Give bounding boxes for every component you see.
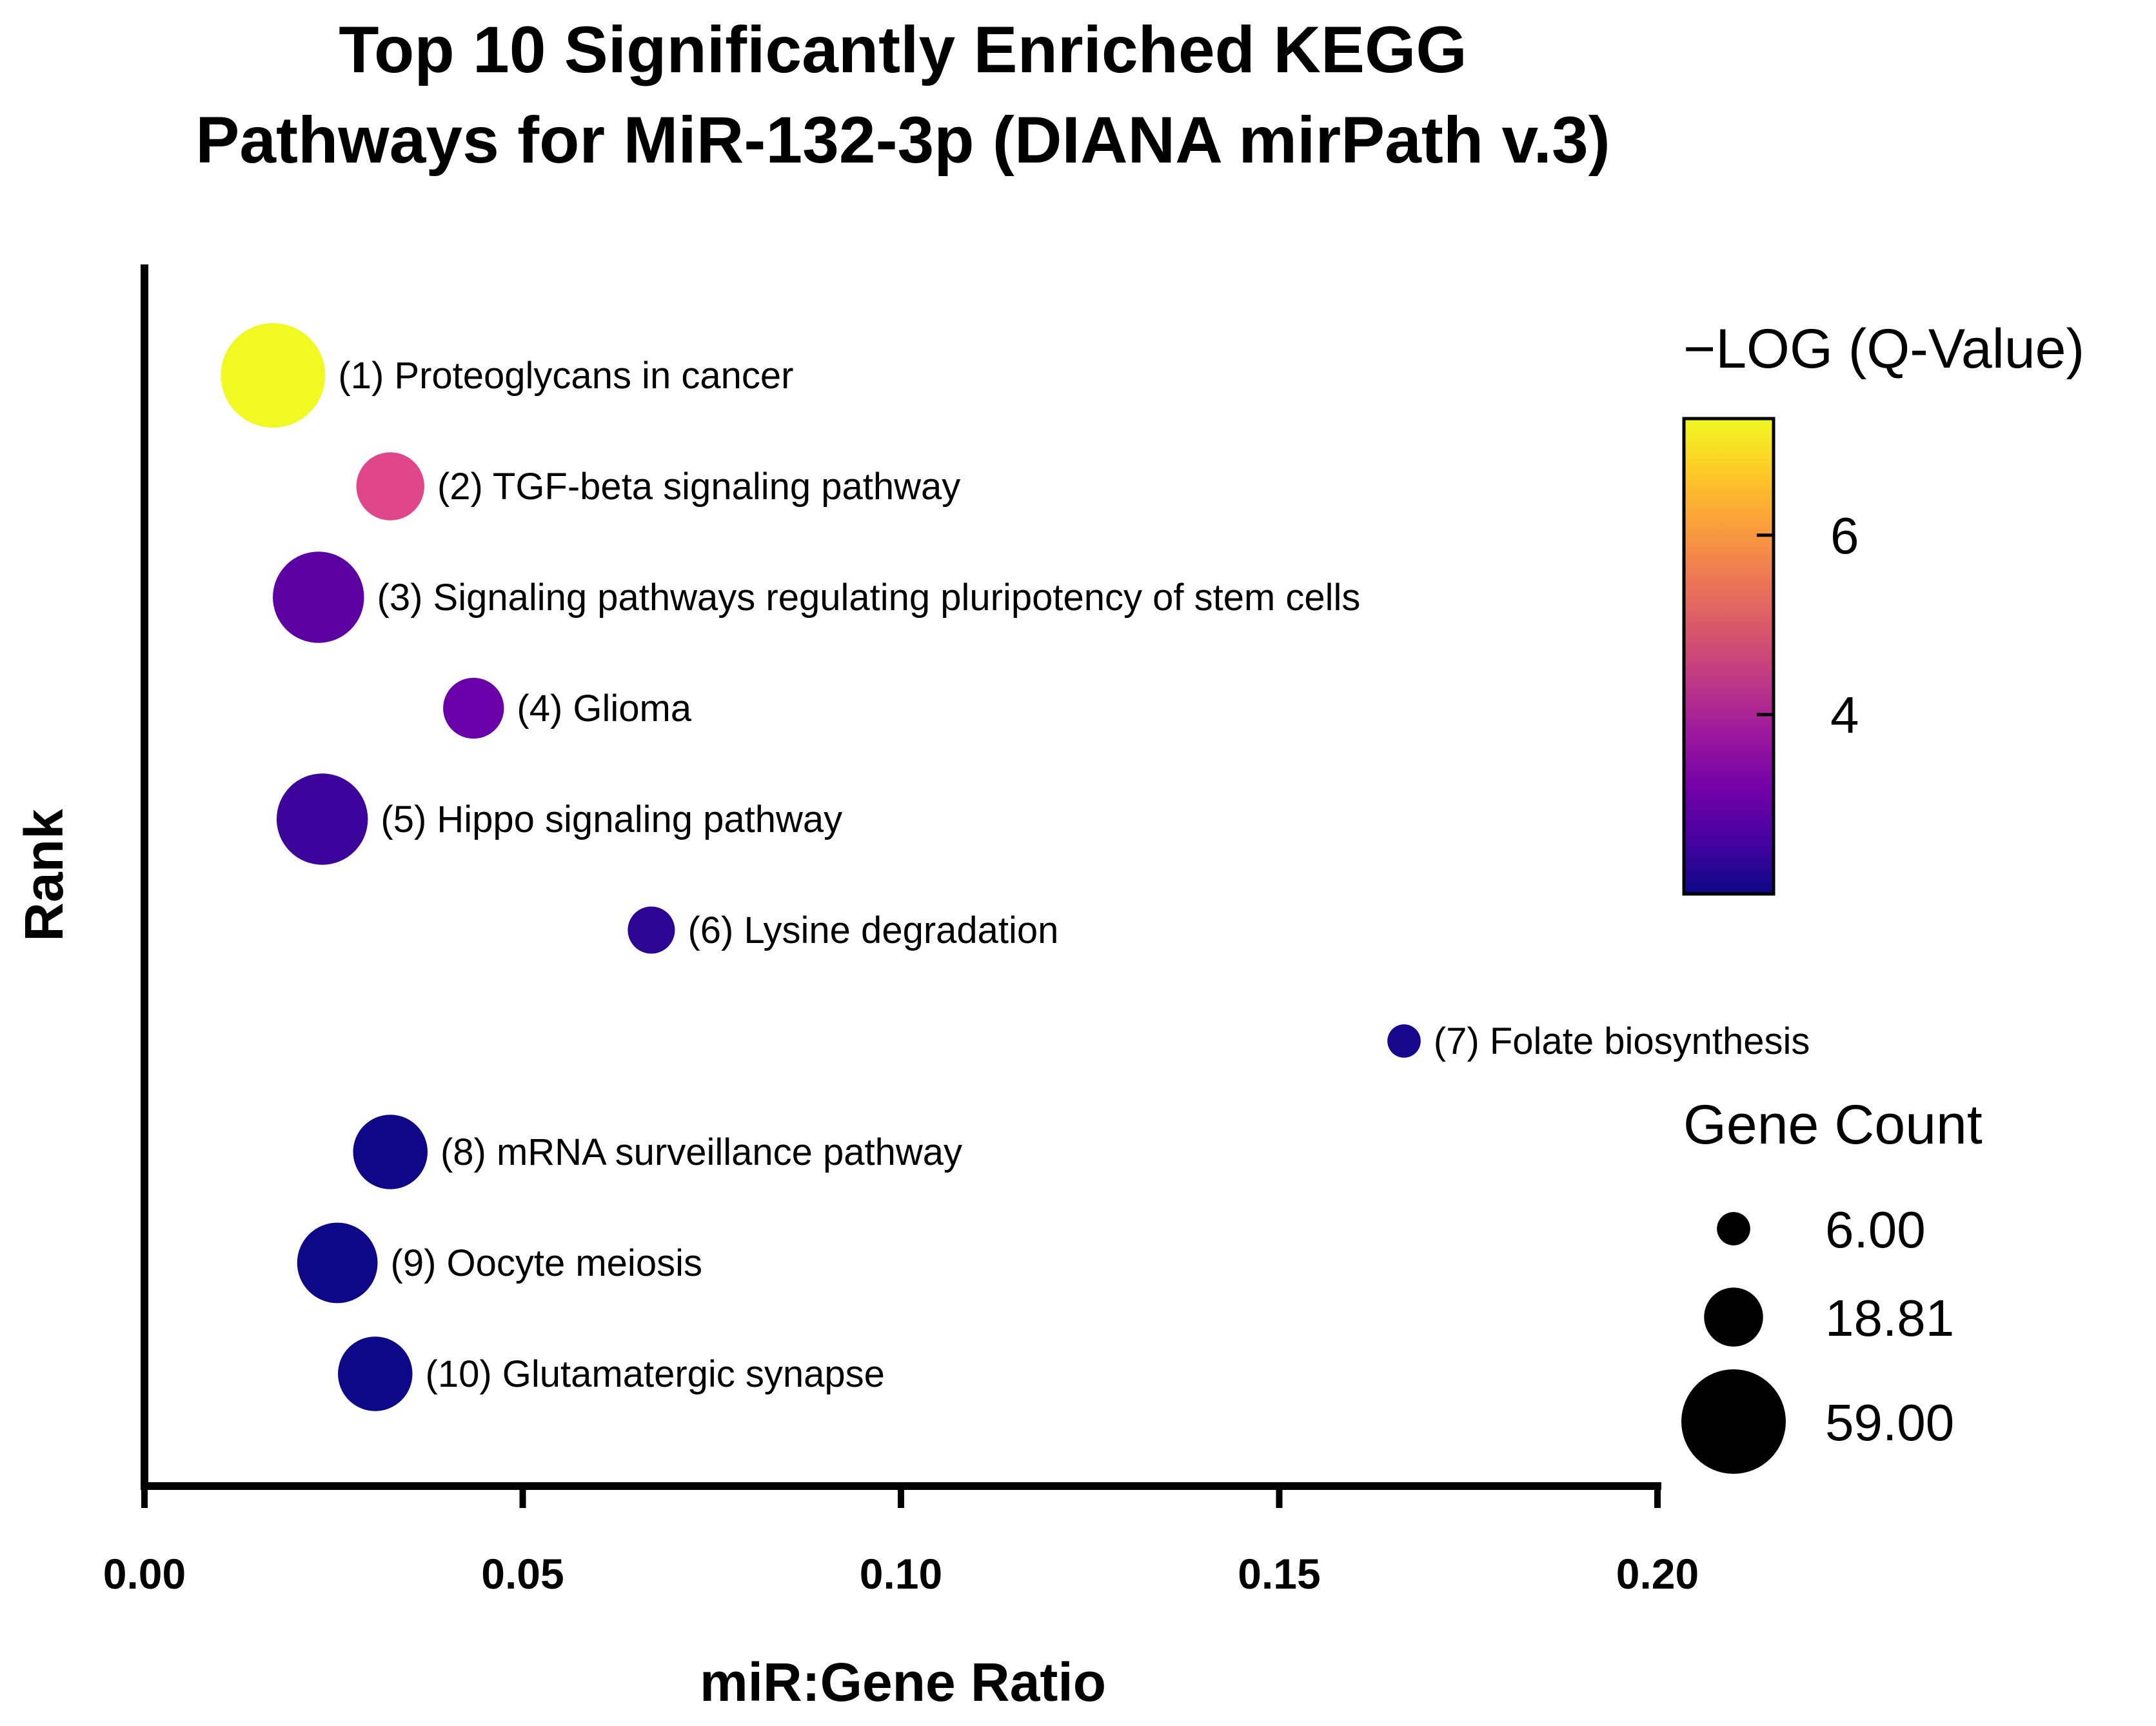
colorbar-gradient [1682, 417, 1775, 896]
data-point [628, 906, 675, 954]
data-point [221, 323, 326, 428]
data-point [273, 551, 364, 643]
data-point [443, 677, 504, 739]
colorbar-title: −LOG (Q-Value) [1683, 318, 2084, 380]
x-tick-label: 0.05 [481, 1550, 564, 1598]
x-tick-label: 0.20 [1616, 1550, 1699, 1598]
x-axis-title: miR:Gene Ratio [700, 1652, 1106, 1712]
chart-title-line-1: Top 10 Significantly Enriched KEGG [339, 13, 1467, 86]
x-tick-label: 0.10 [860, 1550, 942, 1598]
colorbar-tick-label: 6 [1830, 507, 1859, 564]
data-point-label: (1) Proteoglycans in cancer [338, 355, 793, 397]
x-axis-ticks: 0.00 0.05 0.10 0.15 0.20 [103, 1486, 1699, 1598]
data-point [1387, 1024, 1421, 1058]
data-point-label: (6) Lysine degradation [687, 909, 1058, 951]
data-point-label: (7) Folate biosynthesis [1434, 1020, 1810, 1062]
x-tick-label: 0.15 [1238, 1550, 1320, 1598]
data-point-label: (4) Glioma [517, 688, 691, 729]
size-legend-label: 6.00 [1825, 1201, 1926, 1258]
x-tick-label: 0.00 [103, 1550, 186, 1598]
y-axis-title: Rank [14, 809, 74, 942]
data-point-label: (10) Glutamatergic synapse [426, 1353, 885, 1395]
data-point-label: (2) TGF-beta signaling pathway [437, 466, 960, 508]
data-point-label: (8) mRNA surveillance pathway [440, 1131, 962, 1173]
data-point-label: (3) Signaling pathways regulating plurip… [377, 577, 1361, 619]
data-point [297, 1222, 378, 1304]
size-legend-label: 18.81 [1825, 1289, 1954, 1347]
size-legend: 6.00 18.81 59.00 [1681, 1201, 1954, 1474]
data-points: (1) Proteoglycans in cancer (2) TGF-beta … [221, 323, 1810, 1411]
size-legend-title: Gene Count [1683, 1094, 1983, 1156]
data-point [353, 1115, 428, 1189]
data-point-label: (9) Oocyte meiosis [391, 1242, 702, 1284]
data-point [338, 1336, 413, 1411]
chart-title-line-2: Pathways for MiR-132-3p (DIANA mirPath v… [195, 103, 1610, 177]
colorbar-ticks: 64 [1757, 507, 1859, 744]
size-legend-bubble [1704, 1287, 1763, 1347]
data-point [356, 452, 424, 521]
size-legend-label: 59.00 [1825, 1394, 1954, 1451]
data-point-label: (5) Hippo signaling pathway [381, 799, 842, 840]
colorbar-tick-label: 4 [1830, 686, 1859, 744]
size-legend-bubble [1717, 1212, 1750, 1245]
size-legend-bubble [1681, 1369, 1786, 1474]
data-point [276, 773, 368, 865]
